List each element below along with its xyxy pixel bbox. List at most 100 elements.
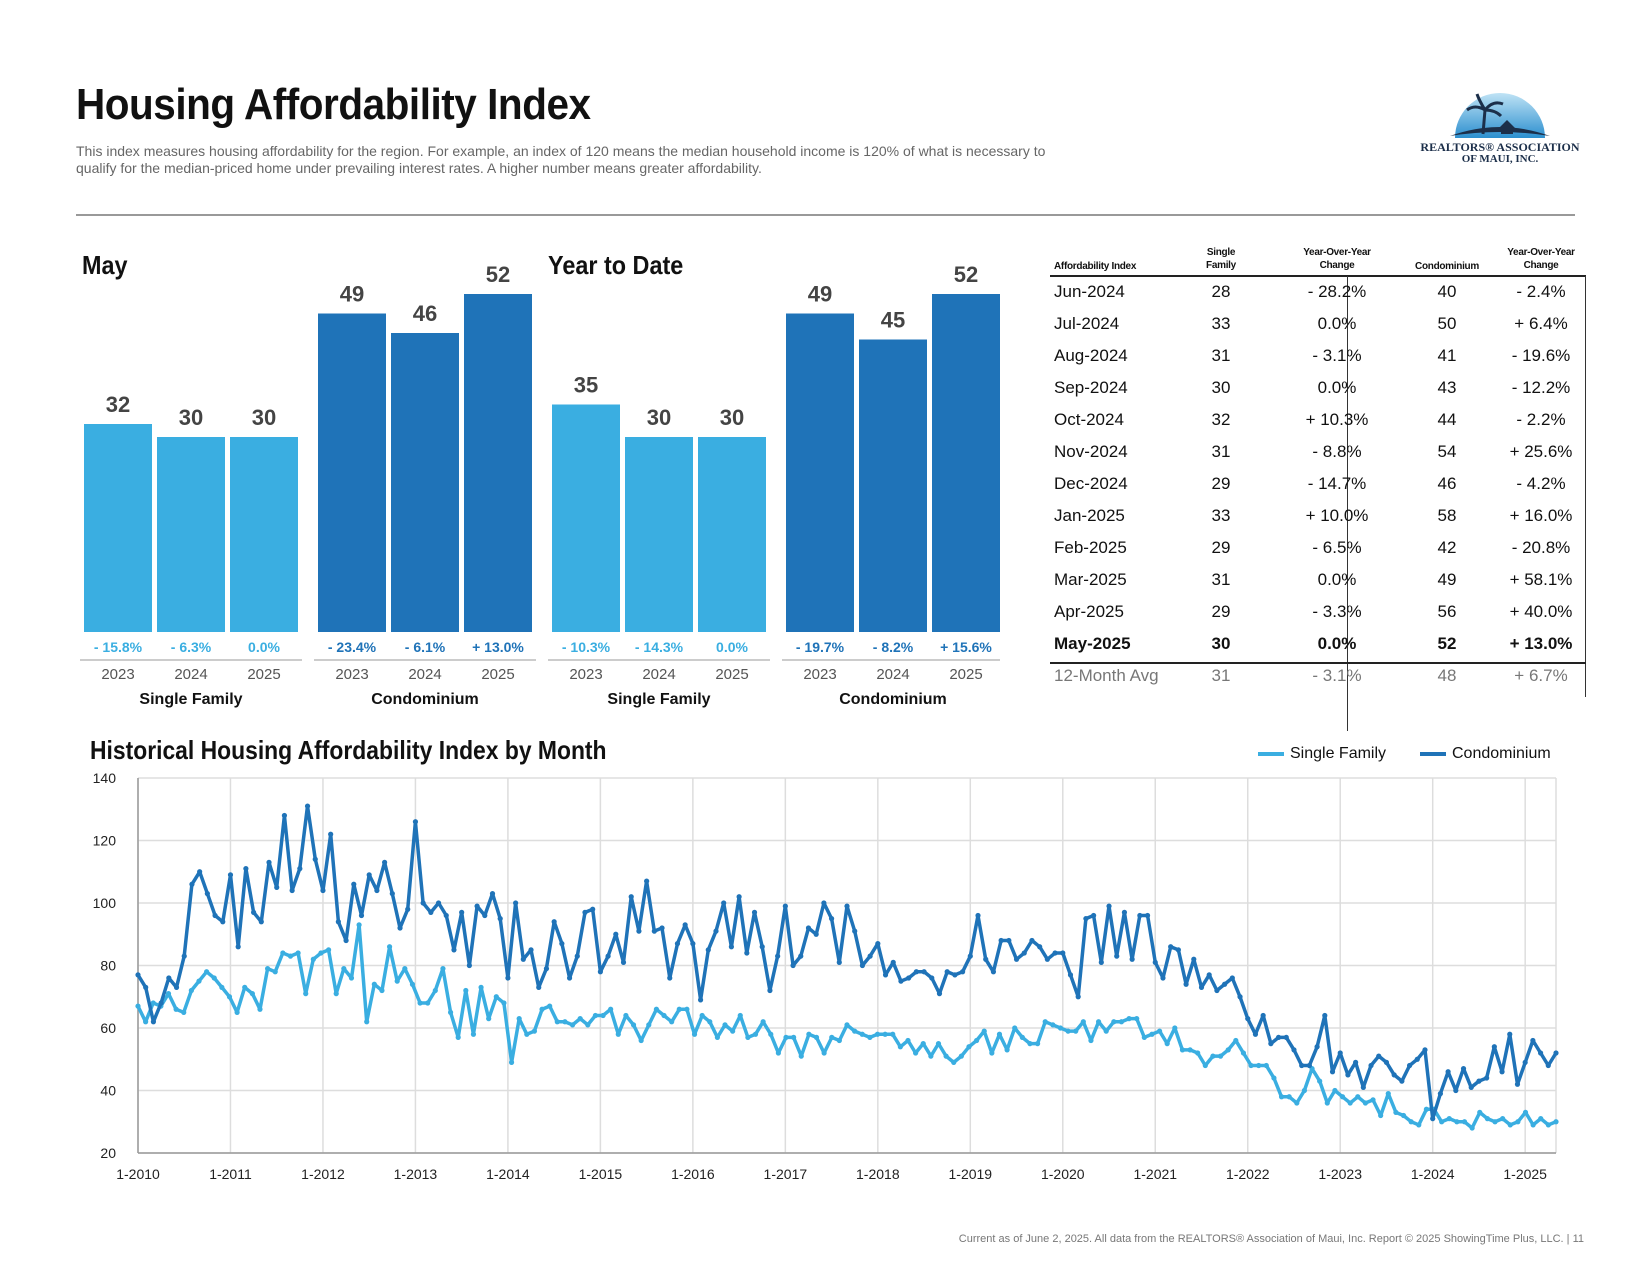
data-point bbox=[524, 1031, 530, 1037]
data-point bbox=[981, 1028, 987, 1034]
bar-year-label: 2024 bbox=[408, 666, 441, 683]
data-point bbox=[913, 1050, 919, 1056]
bar-year-label: 2025 bbox=[481, 666, 514, 683]
data-point bbox=[661, 1012, 667, 1019]
data-point bbox=[250, 909, 257, 915]
data-point bbox=[644, 878, 650, 884]
data-point bbox=[836, 1037, 842, 1044]
bar-change-label: 0.0% bbox=[716, 639, 748, 655]
data-point bbox=[1260, 1012, 1266, 1019]
data-point bbox=[874, 1031, 881, 1037]
bar-value-label: 32 bbox=[106, 392, 130, 417]
data-point bbox=[295, 950, 301, 956]
data-point bbox=[1400, 1112, 1407, 1119]
data-point bbox=[1083, 916, 1089, 922]
bar-change-label: - 23.4% bbox=[328, 639, 377, 655]
data-point bbox=[181, 953, 187, 959]
data-point bbox=[508, 1059, 515, 1065]
table-cell: 49 bbox=[1437, 570, 1457, 589]
data-point bbox=[243, 866, 249, 872]
data-point bbox=[1545, 1062, 1551, 1069]
data-point bbox=[1283, 1034, 1289, 1040]
data-point bbox=[1175, 947, 1181, 953]
data-point bbox=[559, 941, 565, 947]
data-point bbox=[569, 1022, 576, 1028]
data-point bbox=[959, 969, 966, 975]
data-point bbox=[1507, 1122, 1513, 1128]
ytd-chart-title: Year to Date bbox=[548, 250, 684, 280]
data-point bbox=[1091, 912, 1097, 919]
data-point bbox=[1233, 1037, 1239, 1044]
data-point bbox=[242, 984, 248, 990]
data-point bbox=[582, 909, 588, 915]
table-cell: 44 bbox=[1437, 410, 1457, 429]
table-cell: 31 bbox=[1211, 442, 1231, 461]
data-point bbox=[1004, 1047, 1010, 1053]
data-point bbox=[745, 1034, 751, 1040]
table-cell: + 40.0% bbox=[1509, 602, 1573, 621]
data-point bbox=[905, 1037, 911, 1044]
data-point bbox=[913, 969, 919, 975]
x-tick-label: 1-2014 bbox=[486, 1166, 530, 1182]
table-avg-rule bbox=[1050, 662, 1586, 664]
data-point bbox=[297, 866, 303, 872]
table-cell: Dec-2024 bbox=[1054, 474, 1128, 493]
data-point bbox=[574, 953, 580, 959]
data-point bbox=[1437, 1091, 1444, 1097]
table-cell: - 12.2% bbox=[1511, 378, 1571, 397]
data-point bbox=[150, 1000, 156, 1006]
data-point bbox=[547, 1003, 553, 1009]
bar bbox=[786, 313, 854, 632]
table-cell: 0.0% bbox=[1317, 570, 1357, 589]
data-point bbox=[343, 937, 349, 944]
data-point bbox=[1034, 1041, 1041, 1047]
bar-year-label: 2025 bbox=[949, 666, 982, 683]
data-point bbox=[443, 912, 449, 919]
x-tick-label: 1-2025 bbox=[1503, 1166, 1547, 1182]
bar-value-label: 46 bbox=[413, 301, 437, 326]
table-cell: 58 bbox=[1437, 506, 1457, 525]
legend-label: Single Family bbox=[1290, 745, 1387, 762]
data-point bbox=[882, 972, 889, 978]
bar-year-label: 2025 bbox=[715, 666, 748, 683]
data-point bbox=[936, 991, 943, 997]
table-cell: 41 bbox=[1437, 346, 1457, 365]
data-point bbox=[412, 819, 419, 825]
data-point bbox=[1439, 1119, 1445, 1125]
data-point bbox=[1499, 1069, 1505, 1075]
data-point bbox=[1210, 1053, 1216, 1059]
table-header-condo-change: Year-Over-Year Change bbox=[1507, 247, 1575, 271]
data-point bbox=[1378, 1112, 1384, 1119]
data-point bbox=[867, 953, 873, 959]
data-point bbox=[952, 972, 958, 978]
data-point bbox=[597, 969, 603, 975]
data-point bbox=[805, 925, 812, 931]
data-point bbox=[676, 1006, 682, 1012]
table-cell: 0.0% bbox=[1317, 634, 1357, 653]
table-header-index: Affordability Index bbox=[1054, 261, 1137, 272]
bar-value-label: 30 bbox=[720, 405, 744, 430]
data-point bbox=[318, 950, 324, 956]
data-point bbox=[920, 1041, 926, 1047]
table-cell: - 20.8% bbox=[1511, 538, 1571, 557]
data-point bbox=[1088, 1037, 1094, 1044]
data-point bbox=[1507, 1031, 1513, 1037]
table-cell: 31 bbox=[1211, 570, 1231, 589]
data-point bbox=[684, 1006, 690, 1012]
data-point bbox=[333, 991, 339, 997]
bar-change-label: - 8.2% bbox=[873, 639, 914, 655]
data-point bbox=[1217, 1053, 1224, 1059]
data-point bbox=[562, 1019, 568, 1025]
table-cell: Apr-2025 bbox=[1054, 602, 1124, 621]
data-point bbox=[1460, 1066, 1467, 1072]
data-point bbox=[828, 916, 835, 922]
data-point bbox=[1538, 1116, 1544, 1122]
table-divider bbox=[1585, 276, 1586, 697]
data-point bbox=[304, 803, 311, 809]
data-point bbox=[605, 953, 611, 959]
data-point bbox=[1052, 950, 1058, 956]
data-point bbox=[266, 859, 272, 865]
data-point bbox=[1347, 1100, 1353, 1106]
data-point bbox=[958, 1053, 964, 1059]
data-point bbox=[211, 975, 217, 981]
